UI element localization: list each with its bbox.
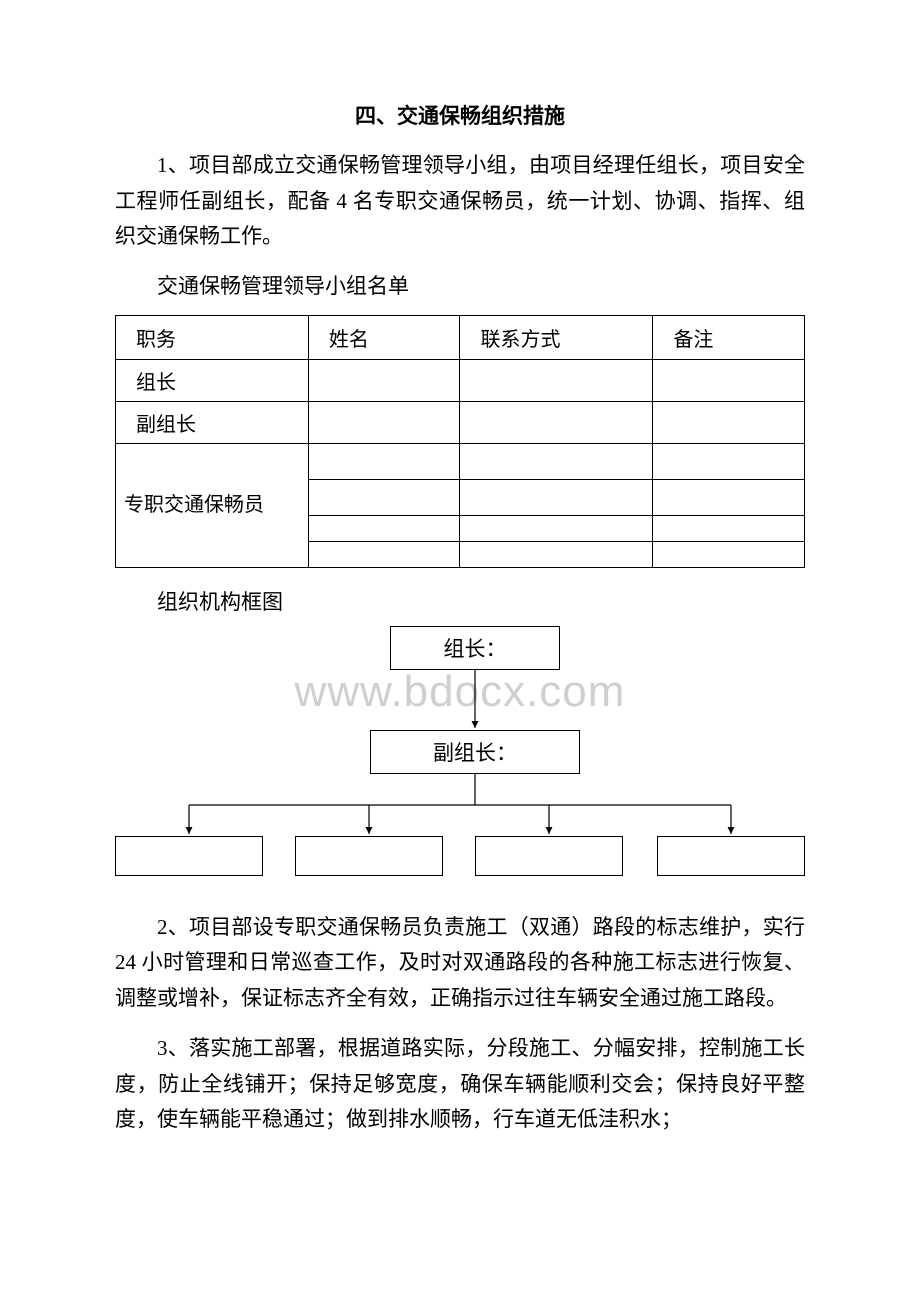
table-cell	[653, 541, 805, 567]
table-cell	[653, 443, 805, 479]
table-cell	[653, 359, 805, 401]
table-header-cell: 备注	[653, 315, 805, 359]
table-cell	[653, 479, 805, 515]
page-content: 四、交通保畅组织措施 1、项目部成立交通保畅管理领导小组，由项目经理任组长，项目…	[115, 100, 805, 1138]
table-cell	[653, 401, 805, 443]
table-header-cell: 联系方式	[460, 315, 653, 359]
paragraph-3: 3、落实施工部署，根据道路实际，分段施工、分幅安排，控制施工长度，防止全线铺开；…	[115, 1031, 805, 1138]
table-cell: 组长	[116, 359, 309, 401]
table-cell	[308, 515, 460, 541]
table-cell	[308, 401, 460, 443]
paragraph-2: 2、项目部设专职交通保畅员负责施工（双通）路段的标志维护，实行 24 小时管理和…	[115, 910, 805, 1017]
table-cell: 副组长	[116, 401, 309, 443]
leaders-table: 职务姓名联系方式备注组长副组长专职交通保畅员	[115, 315, 805, 568]
table-header-cell: 职务	[116, 315, 309, 359]
diagram-caption: 组织机构框图	[115, 586, 805, 616]
table-cell	[460, 401, 653, 443]
table-cell	[308, 479, 460, 515]
section-title: 四、交通保畅组织措施	[115, 100, 805, 130]
table-header-cell: 姓名	[308, 315, 460, 359]
table-caption: 交通保畅管理领导小组名单	[115, 269, 805, 305]
table-cell	[460, 359, 653, 401]
table-cell	[308, 443, 460, 479]
table-cell	[460, 479, 653, 515]
paragraph-1: 1、项目部成立交通保畅管理领导小组，由项目经理任组长，项目安全工程师任副组长，配…	[115, 148, 805, 255]
org-connectors	[115, 626, 805, 886]
org-chart: 组长：副组长：	[115, 626, 805, 886]
table-cell	[460, 443, 653, 479]
table-cell-role-group: 专职交通保畅员	[116, 443, 309, 567]
table-cell	[308, 541, 460, 567]
table-cell	[460, 515, 653, 541]
table-cell	[460, 541, 653, 567]
table-cell	[653, 515, 805, 541]
table-cell	[308, 359, 460, 401]
